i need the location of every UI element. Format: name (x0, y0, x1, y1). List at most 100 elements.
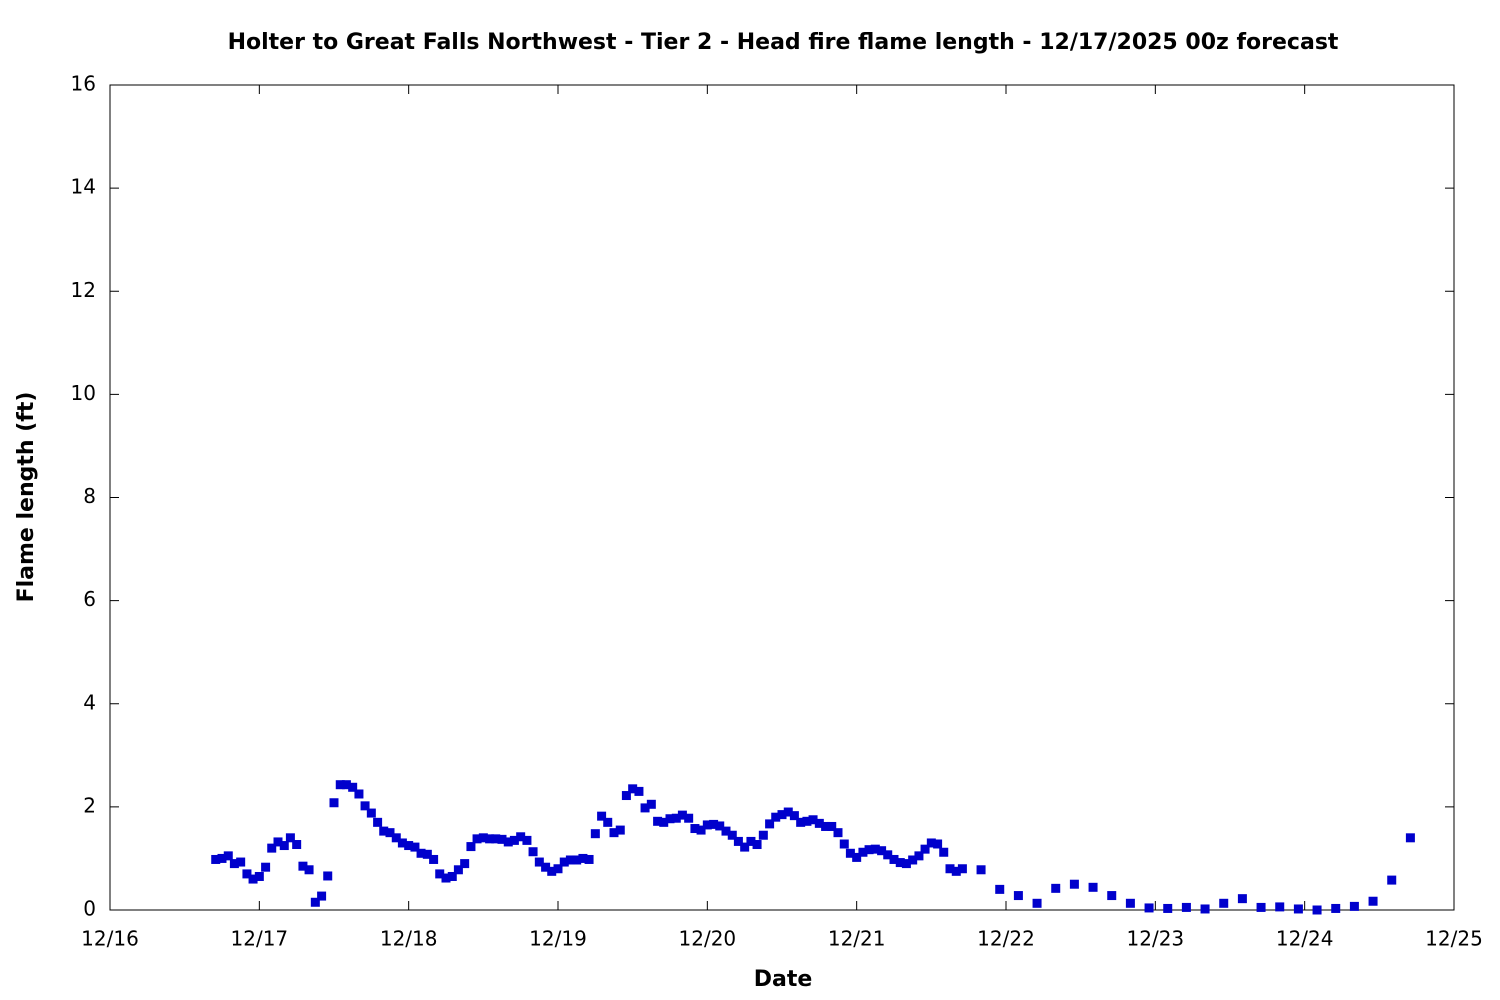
data-point (883, 850, 893, 860)
data-point (410, 842, 420, 852)
data-point (509, 835, 519, 845)
data-point (254, 871, 264, 881)
data-point (1163, 903, 1173, 913)
data-point (926, 838, 936, 848)
data-point (553, 864, 563, 874)
data-point (908, 855, 918, 865)
data-point (323, 871, 333, 881)
data-point (1293, 904, 1303, 914)
data-point (397, 838, 407, 848)
data-point (684, 813, 694, 823)
data-point (285, 833, 295, 843)
data-point (360, 801, 370, 811)
data-point (771, 812, 781, 822)
data-point (366, 808, 376, 818)
data-point (914, 851, 924, 861)
chart-title: Holter to Great Falls Northwest - Tier 2… (228, 30, 1339, 55)
data-point (472, 834, 482, 844)
data-point (310, 897, 320, 907)
data-point (765, 819, 775, 829)
data-point (261, 862, 271, 872)
data-point (354, 789, 364, 799)
data-point (796, 817, 806, 827)
data-point (441, 873, 451, 883)
data-point (584, 854, 594, 864)
data-point (503, 837, 513, 847)
data-point (827, 821, 837, 831)
data-point (659, 817, 669, 827)
data-point (329, 798, 339, 808)
data-point (864, 845, 874, 855)
data-point (379, 826, 389, 836)
data-point (920, 844, 930, 854)
data-point (833, 828, 843, 838)
data-point (665, 814, 675, 824)
data-point (746, 836, 756, 846)
data-point (951, 866, 961, 876)
data-point (453, 865, 463, 875)
data-point (852, 852, 862, 862)
data-point (933, 839, 943, 849)
data-point (373, 817, 383, 827)
data-point (1032, 898, 1042, 908)
data-point (715, 821, 725, 831)
data-point (870, 844, 880, 854)
data-point (1107, 891, 1117, 901)
x-tick-label: 12/24 (1276, 927, 1334, 951)
data-point (236, 857, 246, 867)
data-point (229, 859, 239, 869)
data-point (528, 847, 538, 857)
data-point (404, 841, 414, 851)
data-point (690, 824, 700, 834)
data-point (478, 833, 488, 843)
data-point (653, 816, 663, 826)
y-tick-label: 10 (71, 381, 96, 405)
data-point (292, 840, 302, 850)
data-point (541, 862, 551, 872)
data-point (578, 853, 588, 863)
data-point (814, 818, 824, 828)
data-point (466, 842, 476, 852)
data-point (559, 857, 569, 867)
data-point (603, 817, 613, 827)
data-point (709, 819, 719, 829)
data-point (547, 866, 557, 876)
data-point (621, 791, 631, 801)
y-tick-label: 16 (71, 72, 96, 96)
data-point (1181, 902, 1191, 912)
data-point (1275, 902, 1285, 912)
y-tick-label: 0 (83, 897, 96, 921)
data-point (242, 869, 252, 879)
data-point (945, 864, 955, 874)
data-point (429, 854, 439, 864)
data-point (628, 784, 638, 794)
data-point (858, 847, 868, 857)
data-point (1144, 903, 1154, 913)
data-point (304, 865, 314, 875)
data-point (889, 854, 899, 864)
data-point (901, 859, 911, 869)
data-point (995, 884, 1005, 894)
data-point (317, 891, 327, 901)
data-point (702, 820, 712, 830)
data-point (597, 811, 607, 821)
data-point (957, 864, 967, 874)
data-point (590, 829, 600, 839)
data-point (491, 834, 501, 844)
data-point (460, 859, 470, 869)
data-point (733, 836, 743, 846)
data-point (640, 803, 650, 813)
data-point (727, 830, 737, 840)
y-tick-label: 8 (83, 484, 96, 508)
data-point (1331, 903, 1341, 913)
data-point (1200, 904, 1210, 914)
data-point (895, 858, 905, 868)
data-point (348, 782, 358, 792)
x-tick-label: 12/18 (380, 927, 438, 951)
data-point (217, 853, 227, 863)
data-point (435, 869, 445, 879)
data-point (385, 828, 395, 838)
y-tick-label: 12 (71, 278, 96, 302)
x-tick-label: 12/17 (231, 927, 289, 951)
